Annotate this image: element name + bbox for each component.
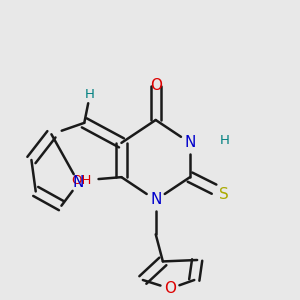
Text: N: N: [184, 135, 196, 150]
Text: N: N: [150, 193, 161, 208]
Text: OH: OH: [71, 173, 92, 187]
Text: N: N: [73, 176, 84, 190]
Text: H: H: [85, 88, 95, 101]
Text: S: S: [219, 187, 229, 202]
Text: O: O: [164, 281, 176, 296]
Text: H: H: [219, 134, 229, 146]
Text: O: O: [150, 78, 162, 93]
